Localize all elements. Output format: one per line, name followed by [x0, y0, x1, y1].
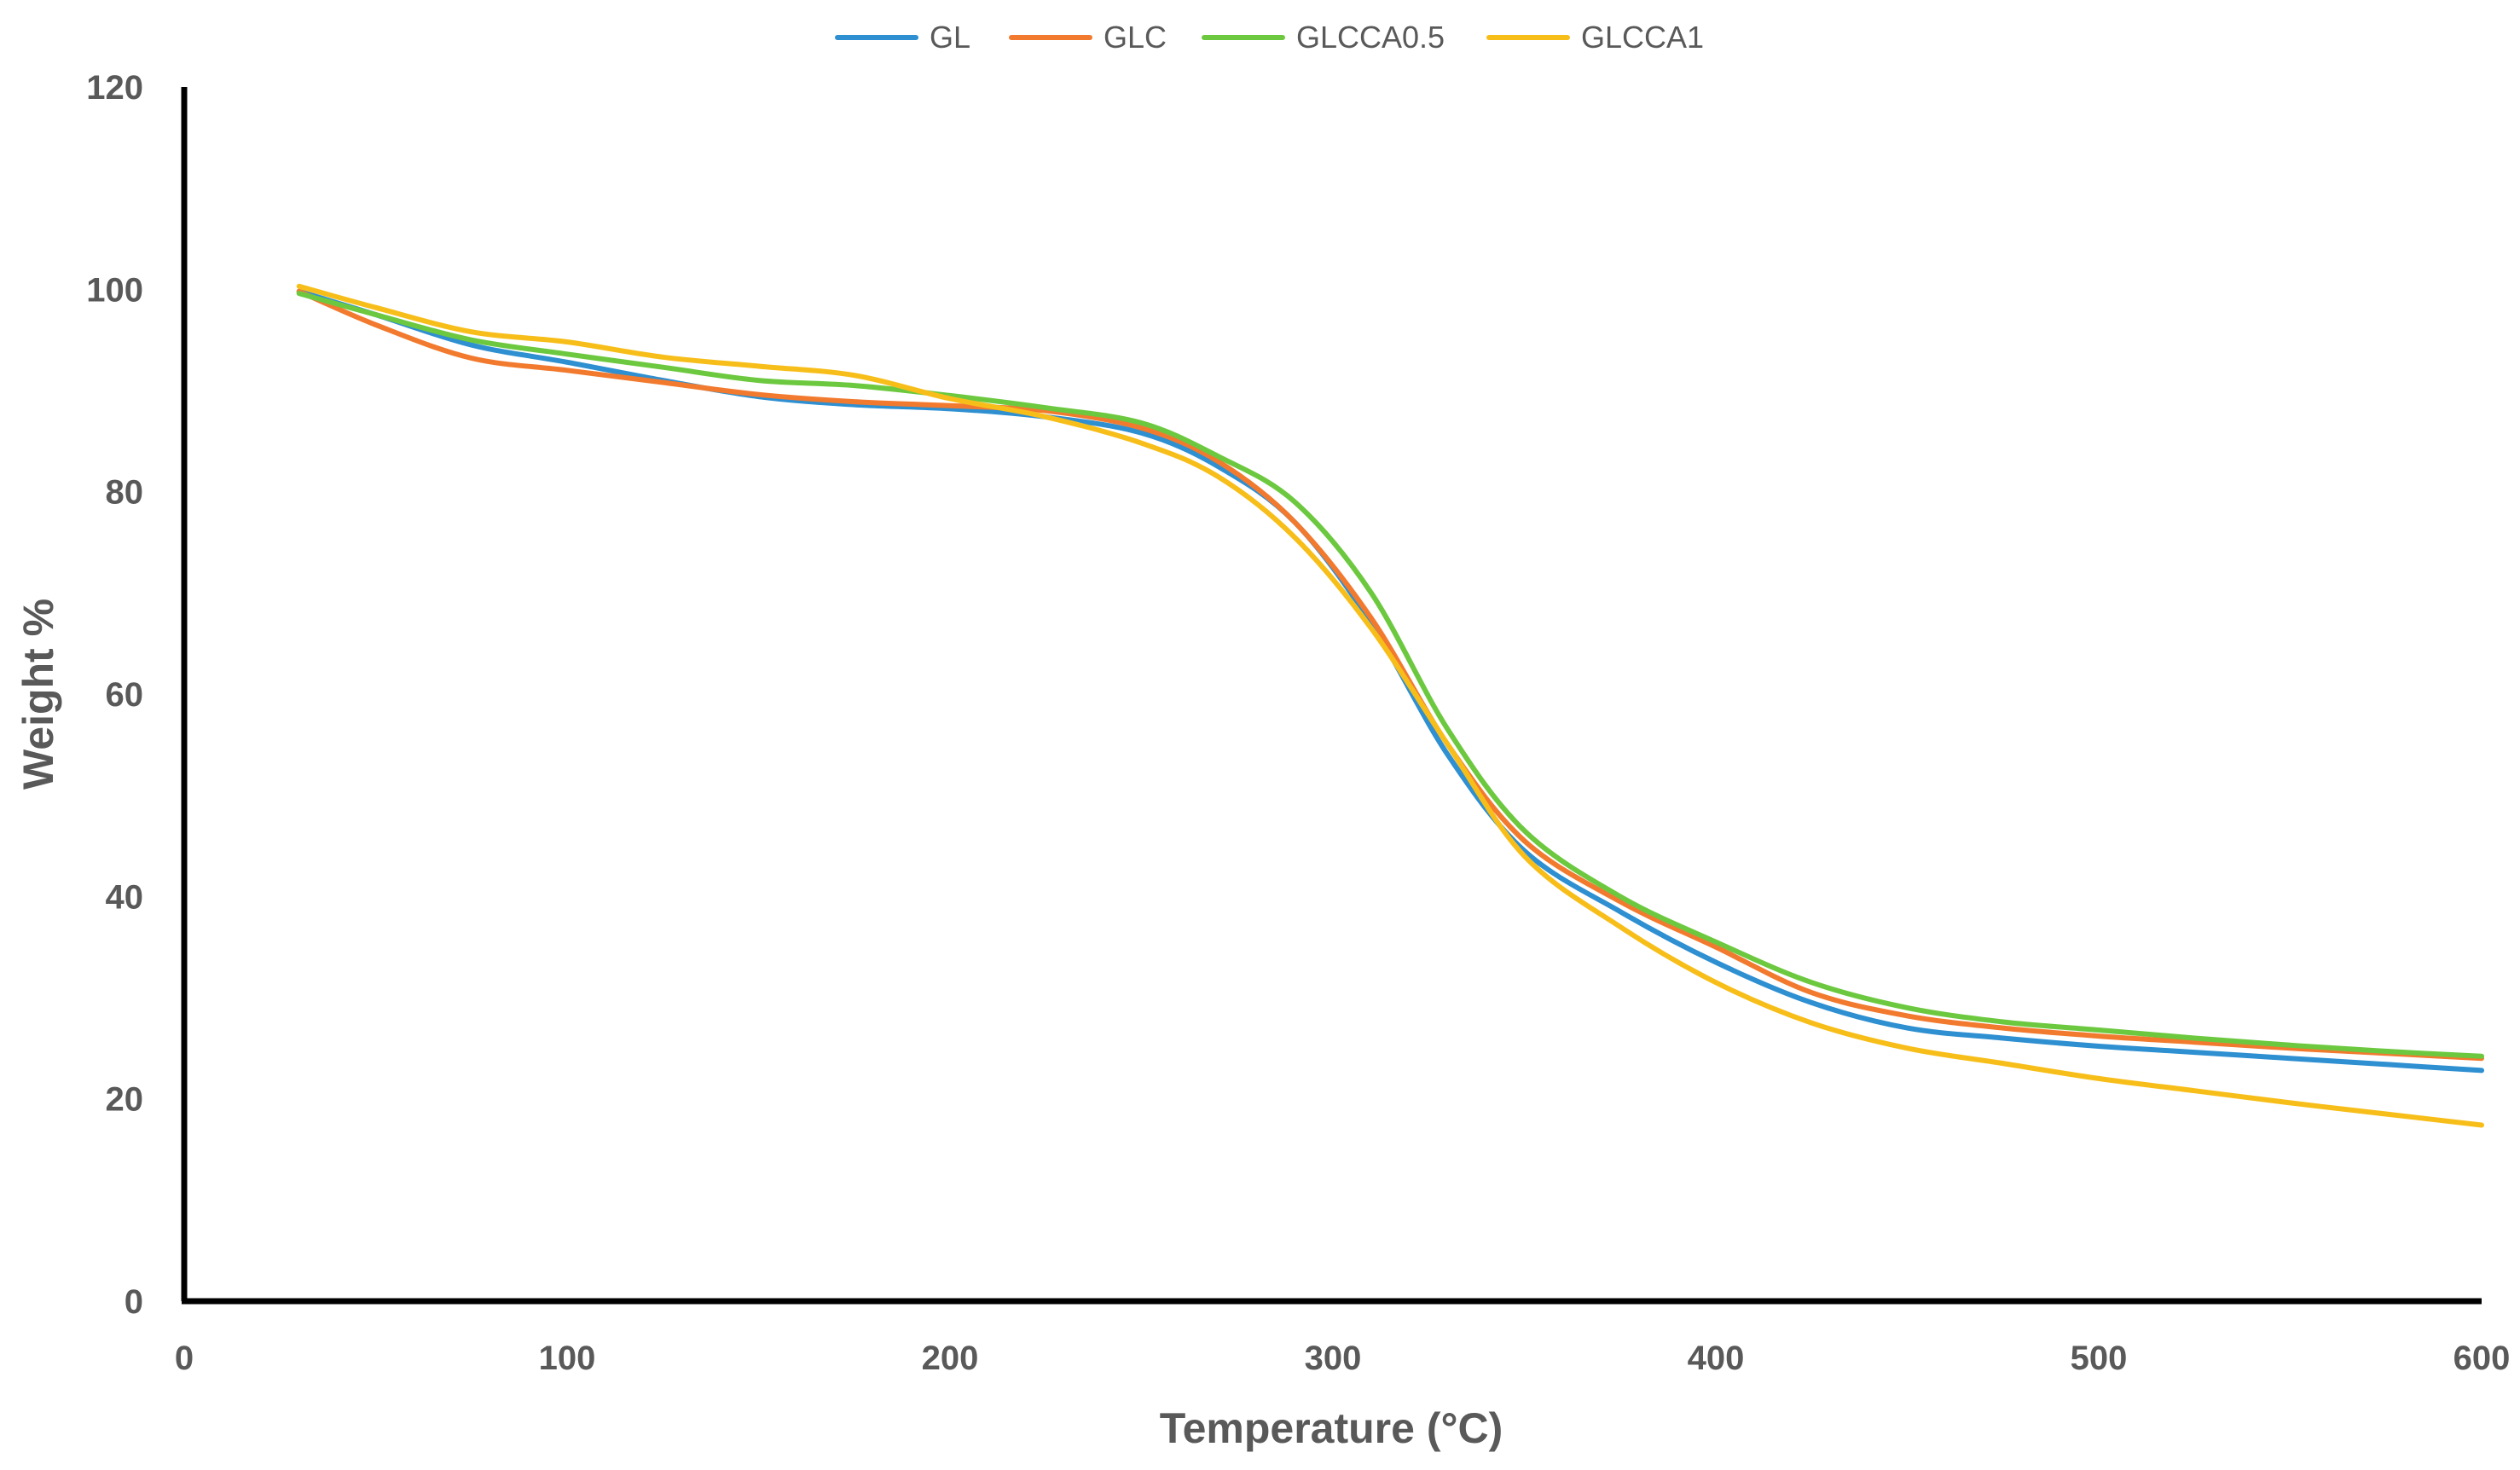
- legend: GL GLC GLCCA0.5 GLCCA1: [835, 20, 1704, 55]
- y-tick-label: 80: [106, 474, 144, 512]
- y-tick-label: 60: [106, 676, 144, 714]
- x-tick-label: 200: [922, 1340, 979, 1377]
- y-tick-label: 40: [106, 878, 144, 916]
- x-axis-title: Temperature (°C): [1160, 1404, 1503, 1452]
- series-line-glc: [296, 288, 2484, 1062]
- x-tick-label: 0: [175, 1340, 194, 1377]
- legend-label-glcca1: GLCCA1: [1581, 20, 1704, 55]
- legend-label-glc: GLC: [1104, 20, 1167, 55]
- x-tick-labels: 0 100 200 300 400 500 600: [175, 1340, 2511, 1377]
- series-line-glcca05: [296, 291, 2484, 1059]
- y-tick-labels: 0 20 40 60 80 100 120: [86, 69, 143, 1321]
- y-tick-label: 0: [125, 1283, 143, 1321]
- x-tick-label: 100: [539, 1340, 596, 1377]
- series-line-gl: [296, 288, 2484, 1074]
- y-tick-label: 20: [106, 1081, 144, 1119]
- legend-label-glcca05: GLCCA0.5: [1296, 20, 1445, 55]
- y-tick-label: 100: [86, 271, 143, 309]
- x-tick-label: 600: [2453, 1340, 2511, 1377]
- x-tick-label: 400: [1688, 1340, 1745, 1377]
- x-tick-label: 300: [1305, 1340, 1362, 1377]
- x-tick-label: 500: [2071, 1340, 2128, 1377]
- legend-label-gl: GL: [930, 20, 970, 55]
- series-line-glcca1: [296, 283, 2484, 1128]
- y-tick-label: 120: [86, 69, 143, 107]
- series-lines: [296, 283, 2484, 1128]
- y-axis-title: Weight %: [14, 599, 62, 790]
